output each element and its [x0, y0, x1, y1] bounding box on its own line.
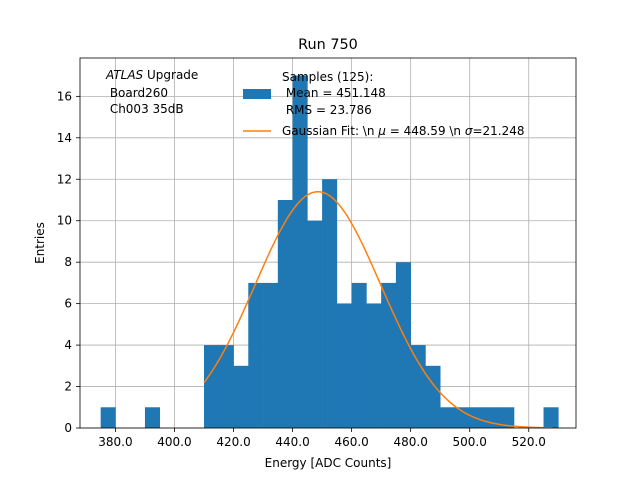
histogram-bar: [469, 407, 485, 428]
histogram-bar: [395, 262, 411, 428]
x-tick-label: 380.0: [98, 435, 132, 449]
y-tick-label: 0: [64, 421, 72, 435]
histogram-bar: [233, 365, 249, 428]
legend-fit-post: =21.248: [472, 124, 524, 138]
histogram-bars: [100, 75, 559, 428]
histogram-bar: [100, 407, 116, 428]
x-tick-label: 420.0: [216, 435, 250, 449]
legend-samples-patch: [243, 89, 271, 99]
histogram-bar: [204, 345, 220, 428]
legend-fit-mid: = 448.59 \n: [386, 124, 465, 138]
x-tick-label: 400.0: [157, 435, 191, 449]
histogram-bar: [410, 345, 426, 428]
histogram-bar: [322, 179, 338, 428]
legend-samples-line-1: Samples (125):: [282, 70, 373, 84]
histogram-bar: [425, 365, 441, 428]
x-axis-ticks: 380.0 400.0 420.0 440.0 460.0 480.0 500.0 520.0: [98, 428, 546, 449]
gaussian-fit-curve: [203, 190, 553, 429]
annotation-atlas-italic: ATLAS: [105, 68, 144, 82]
annotation-line-2: Board260: [106, 86, 168, 100]
histogram-bar: [440, 407, 456, 428]
y-tick-label: 4: [64, 338, 72, 352]
x-tick-label: 500.0: [453, 435, 487, 449]
histogram-bar: [292, 75, 308, 428]
annotation-line-1: ATLAS Upgrade: [105, 68, 198, 82]
histogram-bar: [307, 220, 323, 428]
histogram-bar: [144, 407, 161, 428]
x-axis-label: Energy [ADC Counts]: [265, 456, 392, 470]
y-tick-label: 16: [57, 89, 72, 103]
legend-samples-line-2: Mean = 451.148: [282, 86, 386, 100]
histogram-bar: [336, 303, 352, 428]
histogram-bar: [499, 407, 515, 428]
x-tick-label: 460.0: [334, 435, 368, 449]
histogram-bar: [454, 407, 471, 428]
atlas-annotation: ATLAS Upgrade Board260 Ch003 35dB: [105, 68, 198, 116]
x-tick-label: 520.0: [512, 435, 546, 449]
legend-fit-text: Gaussian Fit: \n μ = 448.59 \n σ=21.248: [282, 124, 525, 138]
y-tick-label: 8: [64, 255, 72, 269]
legend-fit-mu: μ: [377, 124, 386, 138]
y-axis-label: Entries: [33, 222, 47, 264]
annotation-line-3: Ch003 35dB: [106, 102, 184, 116]
chart-title: Run 750: [298, 37, 358, 53]
y-axis-ticks: 0 2 4 6 8 10 12 14 16: [57, 89, 80, 435]
legend-fit-sigma: σ: [465, 124, 473, 138]
histogram-bar: [484, 407, 500, 428]
histogram-bar: [381, 282, 397, 428]
y-tick-label: 10: [57, 214, 72, 228]
x-tick-label: 480.0: [393, 435, 427, 449]
histogram-bar: [248, 282, 264, 428]
y-tick-label: 14: [57, 131, 72, 145]
y-tick-label: 2: [64, 380, 72, 394]
axes-frame: [79, 57, 577, 429]
histogram-bar: [543, 407, 559, 428]
x-tick-label: 440.0: [275, 435, 309, 449]
histogram-bar: [277, 199, 293, 428]
histogram-bar: [351, 282, 367, 428]
histogram-bar: [263, 282, 279, 428]
histogram-bar: [366, 303, 382, 428]
annotation-upgrade: Upgrade: [143, 68, 198, 82]
legend-fit-pre: Gaussian Fit: \n: [282, 124, 378, 138]
histogram-bar: [218, 345, 234, 428]
y-tick-label: 6: [64, 297, 72, 311]
legend-samples-line-3: RMS = 23.786: [282, 103, 372, 117]
y-tick-label: 12: [57, 172, 72, 186]
legend: Samples (125): Mean = 451.148 RMS = 23.7…: [243, 70, 525, 138]
